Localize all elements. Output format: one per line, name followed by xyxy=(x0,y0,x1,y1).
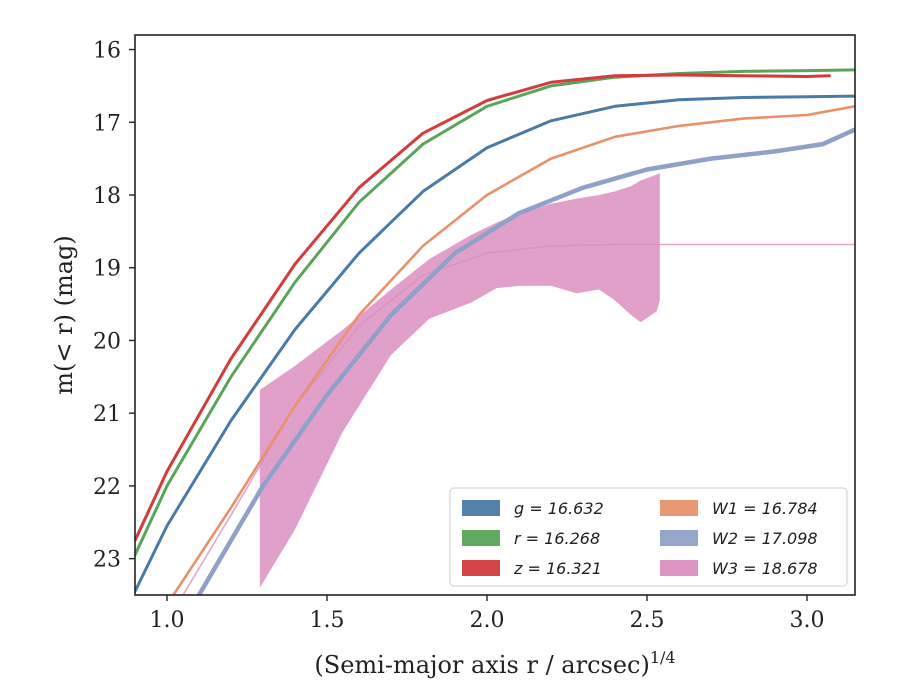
legend-label: W3 = 18.678 xyxy=(712,559,818,578)
x-axis-label: (Semi-major axis r / arcsec)1/4 xyxy=(314,648,675,679)
y-tick-label: 20 xyxy=(93,329,121,354)
y-tick-label: 17 xyxy=(93,111,121,136)
series-line-g xyxy=(135,94,855,593)
y-tick-label: 16 xyxy=(93,39,121,64)
legend-swatch xyxy=(660,500,698,516)
legend-item-w1: W1 = 16.784 xyxy=(660,499,818,518)
legend-label: W1 = 16.784 xyxy=(712,499,818,518)
x-tick-label: 2.0 xyxy=(470,608,505,633)
y-tick-label: 18 xyxy=(93,184,121,209)
legend-swatch xyxy=(660,560,698,576)
y-tick-label: 21 xyxy=(93,402,121,427)
series-line-z xyxy=(135,73,831,542)
legend-item-w3: W3 = 18.678 xyxy=(660,559,818,578)
legend-item-g: g = 16.632 xyxy=(462,499,604,518)
legend: g = 16.632 r = 16.268 z = 16.321 W1 = 16.78… xyxy=(449,487,848,587)
x-tick-label: 1.0 xyxy=(150,608,185,633)
legend-box xyxy=(449,487,848,587)
legend-swatch xyxy=(462,530,500,546)
plot-area xyxy=(135,68,855,595)
legend-label: z = 16.321 xyxy=(513,559,602,578)
y-tick-label: 22 xyxy=(93,475,121,500)
legend-swatch xyxy=(660,530,698,546)
legend-label: r = 16.268 xyxy=(514,529,600,548)
axes-frame xyxy=(134,34,856,596)
series-line-w2 xyxy=(196,127,855,595)
x-tick-label: 3.0 xyxy=(790,608,825,633)
legend-label: W2 = 17.098 xyxy=(712,529,818,548)
legend-item-z: z = 16.321 xyxy=(462,559,602,578)
y-axis-label: m(< r) (mag) xyxy=(50,235,78,394)
series-line-r xyxy=(135,68,855,557)
legend-swatch xyxy=(462,560,500,576)
x-tick-label: 2.5 xyxy=(630,608,665,633)
series-band-w3 xyxy=(259,173,660,588)
legend-item-w2: W2 = 17.098 xyxy=(660,529,818,548)
y-tick-label: 19 xyxy=(93,257,121,282)
axis-ticks: 1.0 1.5 2.0 2.5 3.0 16 17 18 19 20 21 22 23 xyxy=(93,39,825,633)
legend-label: g = 16.632 xyxy=(514,499,604,518)
legend-swatch xyxy=(462,500,500,516)
legend-item-r: r = 16.268 xyxy=(462,529,600,548)
x-tick-label: 1.5 xyxy=(310,608,345,633)
series-line-w1 xyxy=(172,105,855,595)
y-tick-label: 23 xyxy=(93,548,121,573)
